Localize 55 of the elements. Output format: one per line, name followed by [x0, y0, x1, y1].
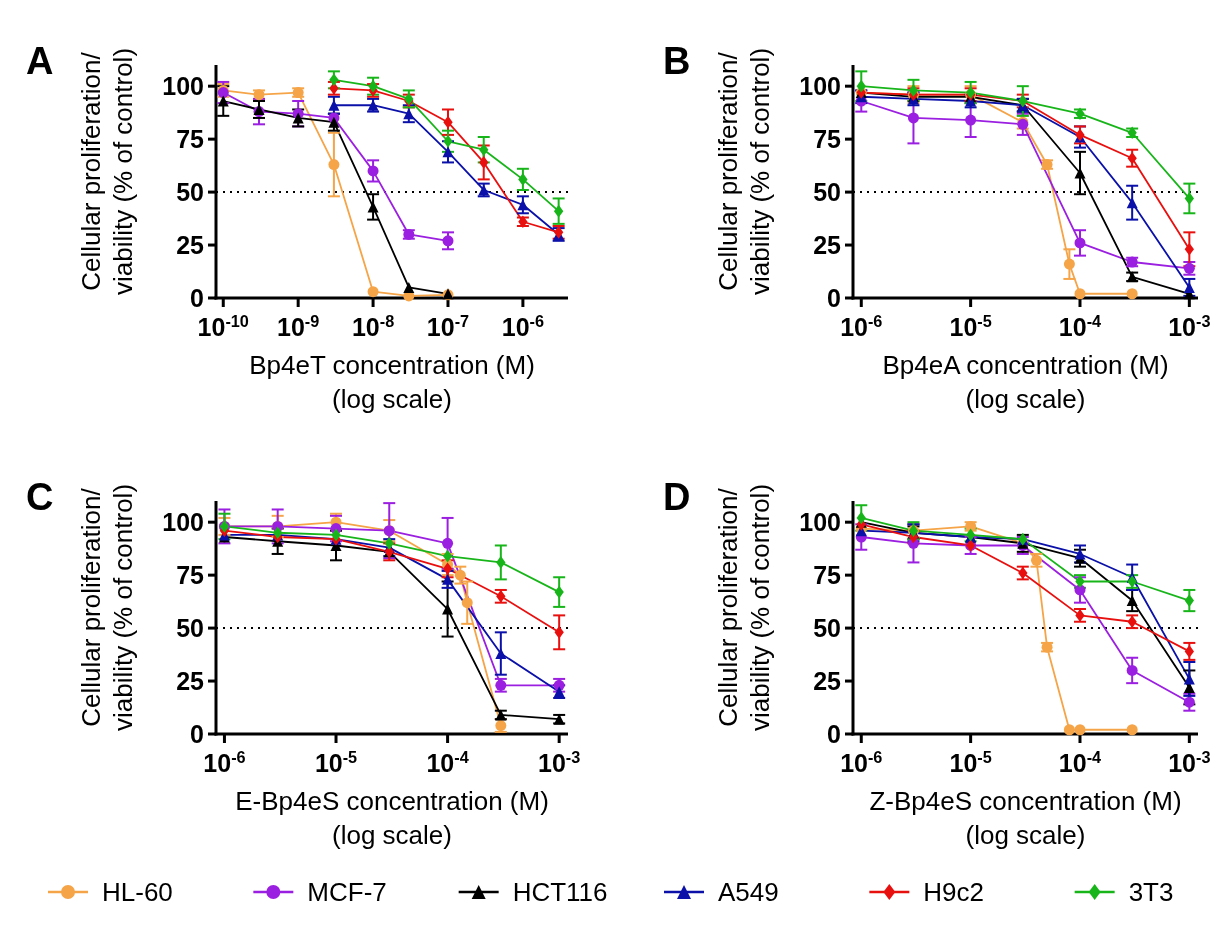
x-tick-label: 10$^{-5}$	[949, 748, 992, 777]
y-axis-title: Cellular proliferation/ viability (% of control)	[76, 47, 138, 296]
y-tick-label: 75	[813, 561, 842, 590]
y-tick-label: 25	[176, 667, 205, 696]
x-tick-label: 10$^{-6}$	[840, 312, 883, 341]
y-tick-label: 0	[827, 720, 841, 748]
y-tick-label: 100	[162, 72, 204, 101]
x-tick-label: 10$^{-4}$	[1058, 312, 1102, 341]
y-tick-label: 25	[813, 231, 842, 260]
x-tick-label: 10$^{-4}$	[1058, 748, 1102, 777]
y-tick-label: 25	[813, 667, 842, 696]
y-tick-label: 0	[827, 284, 841, 312]
x-tick-label: 10$^{-5}$	[949, 312, 992, 341]
y-tick-label: 100	[799, 72, 841, 101]
legend-label: MCF-7	[307, 877, 387, 907]
x-tick-label: 10$^{-3}$	[1168, 312, 1211, 341]
x-tick-label: 10$^{-10}$	[197, 312, 249, 341]
legend-label: H9c2	[923, 877, 985, 907]
x-tick-label: 10$^{-8}$	[351, 312, 395, 341]
x-axis-title: E-Bp4eS concentration (M) (log scale)	[235, 786, 549, 850]
y-tick-label: 100	[162, 508, 204, 537]
y-tick-label: 0	[190, 720, 204, 748]
x-tick-label: 10$^{-7}$	[426, 312, 470, 341]
x-tick-label: 10$^{-6}$	[203, 748, 246, 777]
legend-label: HL-60	[102, 877, 173, 907]
x-tick-label: 10$^{-3}$	[538, 748, 581, 777]
y-tick-label: 50	[813, 614, 841, 643]
y-tick-label: 100	[799, 508, 841, 537]
y-tick-label: 25	[176, 231, 205, 260]
legend-label: HCT116	[512, 877, 608, 907]
chart-title: D	[663, 476, 691, 519]
x-axis-title: Bp4eT concentration (M) (log scale)	[249, 350, 535, 414]
y-tick-label: 75	[176, 125, 205, 154]
y-tick-label: 0	[190, 284, 204, 312]
y-axis-title: Cellular proliferation/ viability (% of control)	[713, 47, 775, 296]
legend-label: A549	[718, 877, 779, 907]
legend-label: 3T3	[1128, 877, 1174, 907]
x-tick-label: 10$^{-6}$	[840, 748, 883, 777]
y-tick-label: 75	[813, 125, 842, 154]
x-tick-label: 10$^{-3}$	[1168, 748, 1211, 777]
x-axis-title: Bp4eA concentration (M) (log scale)	[882, 350, 1169, 414]
x-tick-label: 10$^{-9}$	[277, 312, 320, 341]
y-tick-label: 50	[176, 178, 204, 207]
x-tick-label: 10$^{-5}$	[314, 748, 358, 777]
chart-title: B	[663, 40, 691, 83]
chart-title: A	[26, 40, 54, 83]
y-axis-title: Cellular proliferation/ viability (% of control)	[76, 483, 138, 732]
y-tick-label: 75	[176, 561, 205, 590]
y-tick-label: 50	[176, 614, 204, 643]
y-tick-label: 50	[813, 178, 841, 207]
x-tick-label: 10$^{-4}$	[426, 748, 469, 777]
y-axis-title: Cellular proliferation/ viability (% of control)	[713, 483, 775, 732]
chart-title: C	[26, 476, 54, 519]
x-axis-title: Z-Bp4eS concentration (M) (log scale)	[869, 786, 1182, 850]
x-tick-label: 10$^{-6}$	[501, 312, 545, 341]
